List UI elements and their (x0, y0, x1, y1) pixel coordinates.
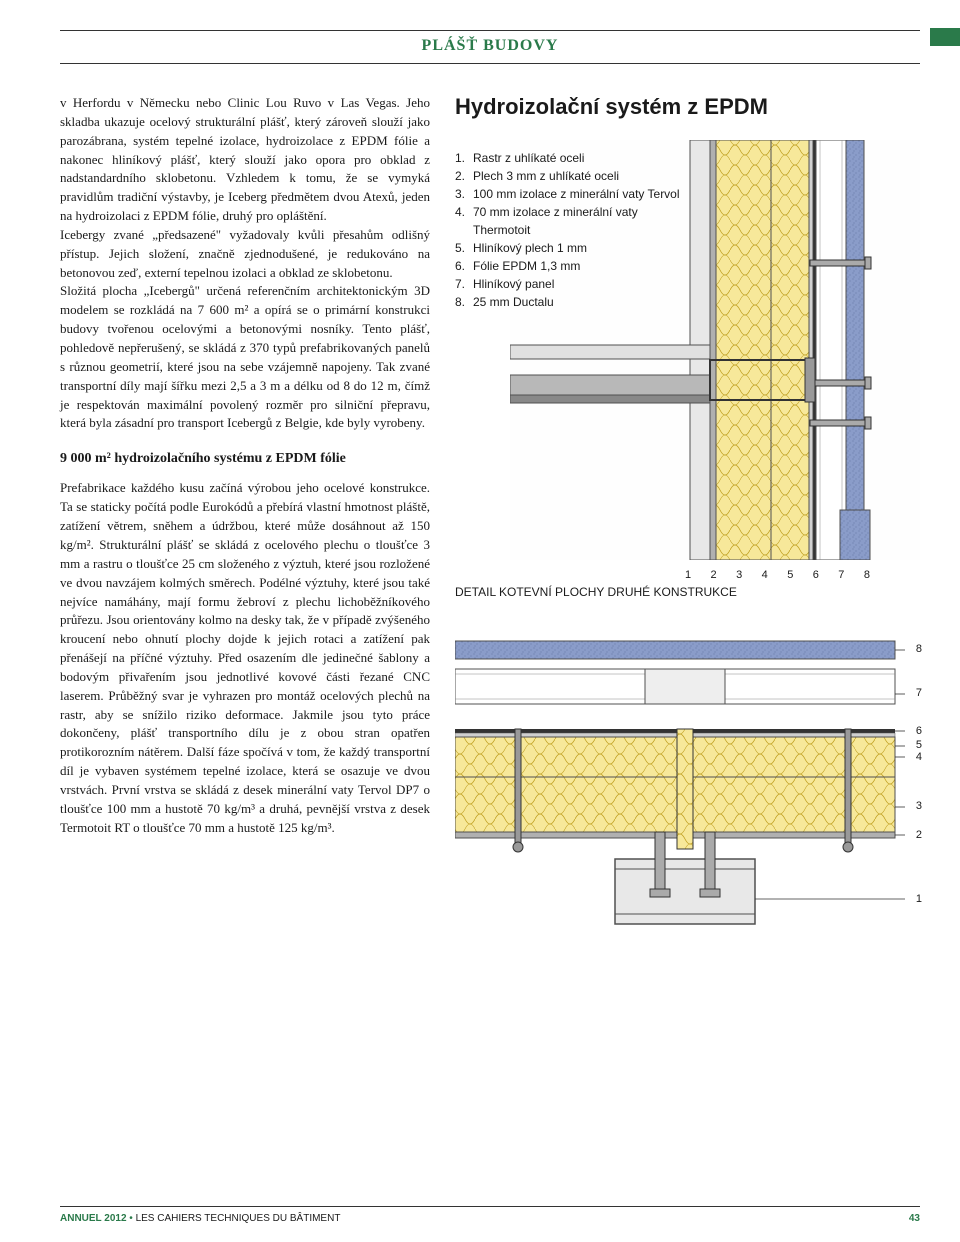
body-paragraph-3: Složitá plocha „Icebergů" určená referen… (60, 282, 430, 433)
legend-num: 2. (455, 167, 473, 185)
d2-label: 3 (916, 800, 922, 812)
dim-label: 7 (838, 569, 844, 581)
d2-label: 5 (916, 739, 922, 751)
section-diagram-bottom: 8 7 6 5 4 3 2 1 (455, 629, 920, 929)
diagram-caption: DETAIL KOTEVNÍ PLOCHY DRUHÉ KONSTRUKCE (455, 585, 920, 599)
dim-label: 3 (736, 569, 742, 581)
legend-num: 1. (455, 149, 473, 167)
dimension-labels: 1 2 3 4 5 6 7 8 (510, 569, 920, 581)
footer-publication: LES CAHIERS TECHNIQUES DU BÂTIMENT (136, 1213, 341, 1224)
legend-text: Plech 3 mm z uhlíkaté oceli (473, 167, 685, 185)
dim-label: 1 (685, 569, 691, 581)
legend-text: Hliníkový panel (473, 275, 685, 293)
legend-num: 6. (455, 257, 473, 275)
legend-item: 1.Rastr z uhlíkaté oceli (455, 149, 685, 167)
d2-label: 1 (916, 893, 922, 905)
legend-text: 70 mm izolace z minerální vaty Thermotoi… (473, 203, 685, 239)
d2-label: 4 (916, 751, 922, 763)
legend-item: 6.Fólie EPDM 1,3 mm (455, 257, 685, 275)
diagram-title: Hydroizolační systém z EPDM (455, 94, 920, 120)
legend-item: 4.70 mm izolace z minerální vaty Thermot… (455, 203, 685, 239)
right-column: Hydroizolační systém z EPDM 1.Rastr z uh… (455, 94, 920, 929)
legend-num: 4. (455, 203, 473, 239)
page-number: 43 (909, 1213, 920, 1224)
body-paragraph-2: Icebergy zvané „předsazené" vyžadovaly k… (60, 226, 430, 283)
legend-text: Fólie EPDM 1,3 mm (473, 257, 685, 275)
page-footer: ANNUEL 2012 • LES CAHIERS TECHNIQUES DU … (60, 1206, 920, 1224)
dim-label: 5 (787, 569, 793, 581)
dim-label: 6 (813, 569, 819, 581)
legend-num: 5. (455, 239, 473, 257)
body-paragraph-1: v Herfordu v Německu nebo Clinic Lou Ruv… (60, 94, 430, 226)
d2-label: 7 (916, 687, 922, 699)
legend-item: 8.25 mm Ductalu (455, 293, 685, 311)
legend-text: Rastr z uhlíkaté oceli (473, 149, 685, 167)
main-content: v Herfordu v Německu nebo Clinic Lou Ruv… (60, 94, 920, 929)
legend-text: 100 mm izolace z minerální vaty Tervol (473, 185, 685, 203)
legend: 1.Rastr z uhlíkaté oceli 2.Plech 3 mm z … (455, 149, 685, 311)
dim-label: 4 (762, 569, 768, 581)
legend-item: 3.100 mm izolace z minerální vaty Tervol (455, 185, 685, 203)
legend-text: 25 mm Ductalu (473, 293, 685, 311)
footer-source: ANNUEL 2012 • LES CAHIERS TECHNIQUES DU … (60, 1213, 340, 1224)
d2-label: 6 (916, 725, 922, 737)
dim-label: 2 (711, 569, 717, 581)
section-heading: 9 000 m² hydroizolačního systému z EPDM … (60, 449, 430, 469)
header-rule-bottom (60, 63, 920, 64)
d2-label: 8 (916, 643, 922, 655)
legend-num: 7. (455, 275, 473, 293)
legend-item: 2.Plech 3 mm z uhlíkaté oceli (455, 167, 685, 185)
left-column: v Herfordu v Německu nebo Clinic Lou Ruv… (60, 94, 430, 929)
body-paragraph-4: Prefabrikace každého kusu začíná výrobou… (60, 479, 430, 837)
legend-num: 8. (455, 293, 473, 311)
header-rule-top (60, 30, 920, 31)
legend-num: 3. (455, 185, 473, 203)
page-header-title: PLÁŠŤ BUDOVY (60, 37, 920, 63)
legend-item: 7.Hliníkový panel (455, 275, 685, 293)
footer-year: ANNUEL 2012 (60, 1213, 127, 1224)
accent-bar (930, 28, 960, 46)
legend-text: Hliníkový plech 1 mm (473, 239, 685, 257)
d2-label: 2 (916, 829, 922, 841)
legend-item: 5.Hliníkový plech 1 mm (455, 239, 685, 257)
dim-label: 8 (864, 569, 870, 581)
